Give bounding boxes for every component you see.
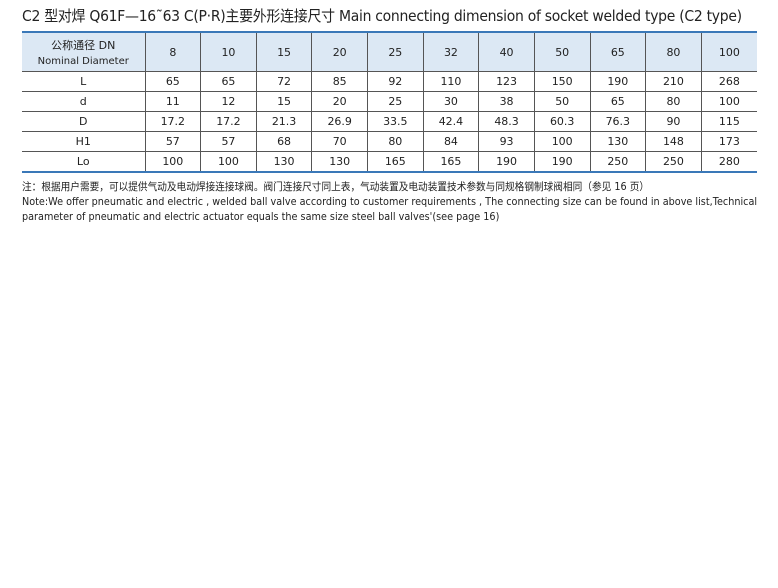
dn-header-cell: 32 [422,32,479,72]
table-cell: 20 [311,91,368,112]
table-cell: 130 [255,151,312,172]
table-cell: 130 [589,131,646,152]
table-cell: 30 [422,91,479,112]
table-cell: 115 [700,111,757,132]
dimension-table: 公称通径 DN Nominal Diameter 8 10 15 20 25 32 40 50… [22,31,757,173]
table-cell: 25 [367,91,424,112]
table-row: D 17.2 17.2 21.3 26.9 33.5 42.4 48.3 60.3 76.3 90 1… [22,111,757,132]
table-cell: 60.3 [533,111,590,132]
table-cell: 65 [144,71,201,92]
table-cell: 38 [478,91,535,112]
table-cell: 210 [645,71,702,92]
table-row: Lo 100 100 130 130 165 165 190 190 250 250 280 [22,151,757,172]
table-cell: 100 [144,151,201,172]
table-cell: 165 [422,151,479,172]
table-cell: 65 [200,71,257,92]
table-cell: 33.5 [367,111,424,132]
table-cell: 250 [645,151,702,172]
dn-header-cell: 20 [311,32,368,72]
table-cell: 173 [700,131,757,152]
table-cell: 100 [700,91,757,112]
table-cell: 250 [589,151,646,172]
row-label: Lo [76,155,90,168]
header-cn: 公称通径 DN [51,39,116,52]
dn-header-cell: 25 [367,32,424,72]
row-label: H1 [22,131,145,152]
table-cell: 68 [255,131,312,152]
table-cell: 57 [144,131,201,152]
table-cell: 190 [533,151,590,172]
table-row: L 65 65 72 85 92 110 123 150 190 210 268 [22,71,757,92]
row-label: d [22,91,145,112]
table-cell: 57 [200,131,257,152]
dn-header-cell: 15 [255,32,312,72]
table-row: H1 57 57 68 70 80 84 93 100 130 148 173 [22,131,757,152]
table-cell: 130 [311,151,368,172]
table-cell: 93 [478,131,535,152]
dn-header-cell: 65 [589,32,646,72]
table-cell: 17.2 [144,111,201,132]
table-cell: 110 [422,71,479,92]
table-cell: 280 [700,151,757,172]
table-cell: 72 [255,71,312,92]
table-cell: 190 [589,71,646,92]
table-cell: 21.3 [255,111,312,132]
page-title: C2 型对焊 Q61F—16˜63 C(P·R)主要外形连接尺寸 Main co… [22,7,742,25]
note-en-line2: parameter of pneumatic and electric actu… [22,211,500,223]
table-cell: 48.3 [478,111,535,132]
dn-header-cell: 100 [700,32,757,72]
table-cell: 15 [255,91,312,112]
table-cell: 92 [367,71,424,92]
table-cell: 42.4 [422,111,479,132]
table-cell: 165 [367,151,424,172]
table-cell: 84 [422,131,479,152]
dn-header-cell: 80 [645,32,702,72]
table-cell: 11 [144,91,201,112]
table-cell: 12 [200,91,257,112]
dn-header-cell: 40 [478,32,535,72]
dn-header-cell: 8 [144,32,201,72]
table-cell: 17.2 [200,111,257,132]
table-header-row: 公称通径 DN Nominal Diameter 8 10 15 20 25 32 40 50… [22,32,757,72]
table-cell: 80 [645,91,702,112]
table-cell: 100 [533,131,590,152]
table-cell: 123 [478,71,535,92]
table-row: d 11 12 15 20 25 30 38 50 65 80 100 [22,91,757,112]
table-cell: 65 [589,91,646,112]
header-en: Nominal Diameter [37,56,129,67]
table-cell: 50 [533,91,590,112]
dn-header-cell: 10 [200,32,257,72]
table-cell: 76.3 [589,111,646,132]
dn-header-cell: 50 [533,32,590,72]
row-label: D [22,111,145,132]
table-cell: 150 [533,71,590,92]
note-en-line1: Note:We offer pneumatic and electric , w… [22,196,758,208]
table-cell: 268 [700,71,757,92]
table-cell: 26.9 [311,111,368,132]
note-cn: 注：根据用户需要，可以提供气动及电动焊接连接球阀。阀门连接尺寸同上表，气动装置及… [22,181,650,193]
table-cell: 70 [311,131,368,152]
note: 注：根据用户需要，可以提供气动及电动焊接连接球阀。阀门连接尺寸同上表，气动装置及… [22,180,762,225]
nominal-diameter-header: 公称通径 DN Nominal Diameter [22,32,145,72]
table-cell: 190 [478,151,535,172]
table-cell: 80 [367,131,424,152]
table-cell: 85 [311,71,368,92]
table-cell: 100 [200,151,257,172]
table-cell: 148 [645,131,702,152]
row-label: L [22,71,145,92]
table-cell: 90 [645,111,702,132]
